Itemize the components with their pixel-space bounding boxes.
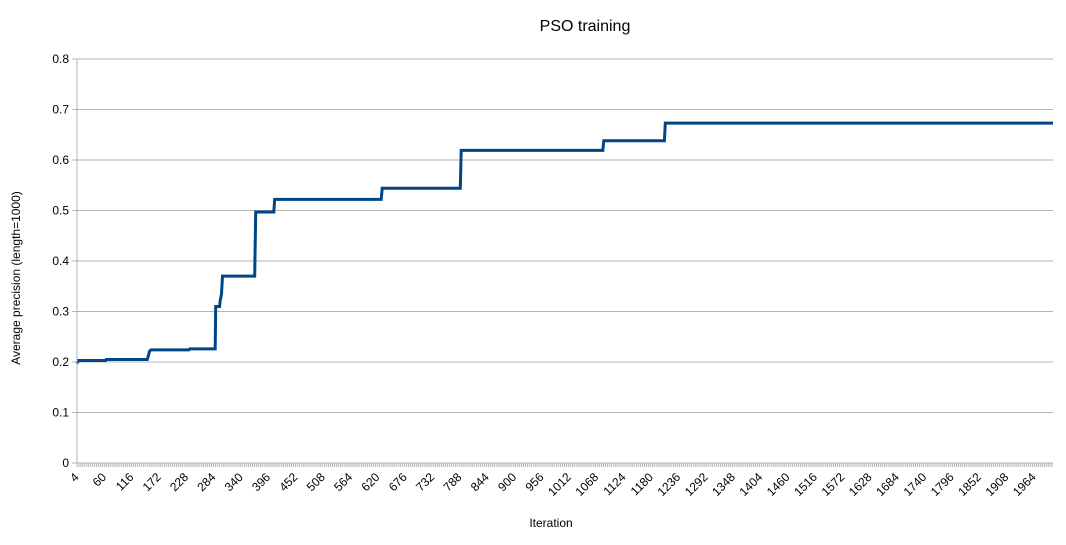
y-tick-labels: 0 0.1 0.2 0.3 0.4 0.5 0.6 0.7 0.8 bbox=[52, 52, 69, 470]
x-tick-label: 788 bbox=[440, 470, 464, 494]
x-tick-label: 1684 bbox=[873, 470, 902, 499]
x-tick-label: 284 bbox=[194, 470, 218, 494]
y-tick-label: 0 bbox=[62, 456, 69, 470]
x-tick-label: 1516 bbox=[791, 470, 820, 499]
chart-title: PSO training bbox=[540, 18, 631, 35]
y-tick-label: 0.2 bbox=[52, 355, 69, 369]
x-tick-label: 1180 bbox=[628, 470, 656, 498]
x-tick-label: 60 bbox=[90, 470, 110, 490]
x-tick-label: 1404 bbox=[737, 470, 766, 499]
series-line bbox=[75, 121, 1053, 365]
x-tick-label: 228 bbox=[167, 470, 191, 494]
x-tick-label: 1236 bbox=[654, 470, 683, 499]
gridlines bbox=[72, 58, 1053, 464]
y-tick-label: 0.5 bbox=[52, 204, 69, 218]
x-tick-label: 1124 bbox=[600, 470, 628, 498]
x-tick-label: 452 bbox=[276, 470, 300, 494]
x-tick-label: 4 bbox=[67, 470, 82, 485]
x-tick-label: 564 bbox=[331, 470, 355, 494]
x-tick-label: 1908 bbox=[983, 470, 1012, 499]
x-tick-label: 1348 bbox=[709, 470, 738, 499]
x-tick-label: 508 bbox=[304, 470, 328, 494]
x-tick-label: 1628 bbox=[846, 470, 875, 499]
y-tick-label: 0.4 bbox=[52, 254, 69, 268]
x-tick-label: 1292 bbox=[682, 470, 711, 499]
x-tick-label: 396 bbox=[249, 470, 273, 494]
x-tick-label: 116 bbox=[113, 470, 137, 494]
x-tick-label: 620 bbox=[358, 470, 382, 494]
x-tick-label: 900 bbox=[495, 470, 519, 494]
x-tick-label: 1460 bbox=[764, 470, 793, 499]
x-tick-label: 1852 bbox=[955, 470, 984, 499]
x-tick-label: 676 bbox=[386, 470, 410, 494]
y-tick-label: 0.7 bbox=[52, 103, 69, 117]
x-tick-label: 1068 bbox=[572, 470, 601, 499]
x-tick-labels: 4 60 116 172 228 284 340 396 452 508 564 620 676 732 7… bbox=[67, 470, 1039, 499]
x-tick-label: 1572 bbox=[819, 470, 848, 499]
y-tick-label: 0.1 bbox=[52, 406, 69, 420]
x-tick-label: 172 bbox=[140, 470, 164, 494]
y-tick-label: 0.8 bbox=[52, 52, 69, 66]
x-minor-ticks bbox=[76, 463, 1053, 467]
y-tick-label: 0.3 bbox=[52, 305, 69, 319]
x-tick-label: 956 bbox=[523, 470, 547, 494]
x-axis-label: Iteration bbox=[529, 516, 572, 530]
series-group bbox=[75, 121, 1053, 365]
x-tick-label: 1796 bbox=[928, 470, 957, 499]
x-tick-label: 844 bbox=[468, 470, 492, 494]
x-tick-label: 732 bbox=[413, 470, 437, 494]
x-tick-label: 1964 bbox=[1010, 470, 1039, 499]
y-tick-label: 0.6 bbox=[52, 153, 69, 167]
x-tick-label: 1012 bbox=[545, 470, 574, 499]
y-axis-label: Average precision (length=1000) bbox=[9, 191, 23, 365]
x-tick-label: 340 bbox=[222, 470, 246, 494]
x-tick-label: 1740 bbox=[901, 470, 930, 499]
